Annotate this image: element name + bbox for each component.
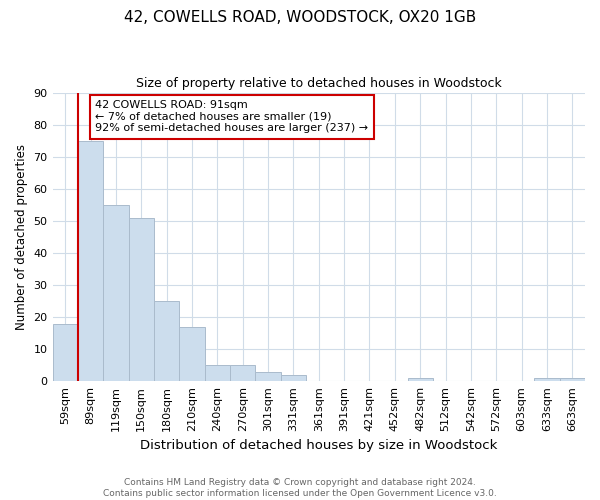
Bar: [534, 378, 560, 381]
Text: Contains HM Land Registry data © Crown copyright and database right 2024.
Contai: Contains HM Land Registry data © Crown c…: [103, 478, 497, 498]
Bar: [256, 372, 281, 381]
Bar: [205, 365, 230, 381]
Title: Size of property relative to detached houses in Woodstock: Size of property relative to detached ho…: [136, 78, 502, 90]
Text: 42 COWELLS ROAD: 91sqm
← 7% of detached houses are smaller (19)
92% of semi-deta: 42 COWELLS ROAD: 91sqm ← 7% of detached …: [95, 100, 368, 134]
Bar: [53, 324, 78, 381]
Y-axis label: Number of detached properties: Number of detached properties: [15, 144, 28, 330]
Text: 42, COWELLS ROAD, WOODSTOCK, OX20 1GB: 42, COWELLS ROAD, WOODSTOCK, OX20 1GB: [124, 10, 476, 25]
Bar: [103, 205, 128, 381]
Bar: [179, 327, 205, 381]
Bar: [154, 301, 179, 381]
Bar: [78, 141, 103, 381]
X-axis label: Distribution of detached houses by size in Woodstock: Distribution of detached houses by size …: [140, 440, 497, 452]
Bar: [230, 365, 256, 381]
Bar: [128, 218, 154, 381]
Bar: [560, 378, 585, 381]
Bar: [281, 375, 306, 381]
Bar: [407, 378, 433, 381]
